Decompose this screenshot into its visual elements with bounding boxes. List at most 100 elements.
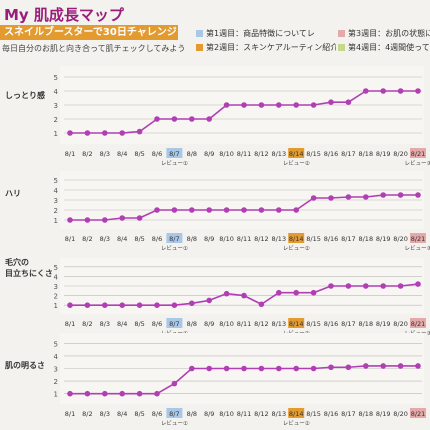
chart-0-point-1 [84, 130, 91, 136]
chart-0-xtick-9: 8/10 [219, 150, 234, 158]
chart-1-point-14 [310, 195, 317, 201]
chart-3-xtick-8: 8/9 [204, 410, 214, 418]
chart-1-xtick-11: 8/12 [254, 235, 269, 243]
chart-2-xtick-2: 8/3 [100, 320, 110, 328]
chart-0-xtick-1: 8/2 [82, 150, 92, 158]
chart-3-ytick-3: 3 [54, 366, 58, 374]
chart-0-point-20 [415, 88, 421, 94]
chart-3-xtick-16: 8/17 [341, 410, 356, 418]
chart-2-xtick-8: 8/9 [204, 320, 214, 328]
chart-1-point-15 [328, 195, 334, 201]
chart-1-point-18 [380, 192, 387, 198]
chart-1-xtick-19: 8/20 [393, 235, 408, 243]
chart-2-xtick-20: 8/21 [411, 320, 426, 328]
chart-2-ytick-1: 1 [54, 302, 58, 310]
chart-1-xtick-15: 8/16 [324, 235, 339, 243]
chart-2-xtick-0: 8/1 [65, 320, 75, 328]
chart-1-point-2 [102, 217, 108, 223]
chart-3-point-3 [119, 390, 125, 397]
chart-1-point-7 [189, 207, 195, 213]
chart-2-xtick-highlight-6 [166, 318, 183, 328]
legend-week1: 第1週目：商品特徴についてレビュー [196, 28, 316, 39]
chart-2-point-13 [293, 289, 300, 296]
chart-3-xtick-3: 8/4 [117, 410, 127, 418]
chart-0-xtick-10: 8/11 [237, 150, 252, 158]
chart-0-xtick-6: 8/7 [169, 150, 179, 158]
chart-3-point-2 [102, 390, 108, 397]
chart-2-xtick-17: 8/18 [358, 320, 373, 328]
chart-2-point-3 [119, 302, 125, 309]
chart-2-xtick-9: 8/10 [219, 320, 234, 328]
chart-2-point-8 [206, 297, 212, 304]
chart-1-xtick-1: 8/2 [82, 235, 92, 243]
chart-1-xtick-2: 8/3 [100, 235, 110, 243]
chart-3-xtick-0: 8/1 [65, 410, 75, 418]
chart-1-ytick-3: 3 [54, 197, 58, 205]
chart-0-xtick-18: 8/19 [376, 150, 391, 158]
legend-week3-swatch [338, 30, 345, 37]
chart-2-point-12 [276, 289, 282, 296]
chart-2-point-16 [345, 283, 352, 289]
chart-2-point-5 [154, 302, 160, 309]
chart-2-point-2 [102, 302, 108, 309]
chart-3-point-19 [397, 363, 404, 369]
chart-2-ytick-3: 3 [54, 283, 58, 291]
chart-3-point-4 [136, 390, 143, 397]
chart-2-point-6 [171, 302, 178, 309]
chart-1-point-17 [363, 194, 369, 200]
chart-0-ylabel: しっとり感 [5, 90, 45, 100]
chart-0-point-14 [310, 102, 317, 108]
chart-0-point-0 [67, 130, 73, 136]
chart-1-point-0 [67, 217, 73, 223]
chart-0-xtick-3: 8/4 [117, 150, 127, 158]
chart-0-review-label-1: レビュー② [283, 159, 310, 167]
chart-1-point-4 [136, 215, 143, 221]
chart-0-xtick-highlight-6 [166, 148, 183, 158]
chart-1-point-20 [415, 192, 421, 198]
chart-3-point-5 [154, 390, 160, 397]
chart-3-point-0 [67, 390, 73, 397]
chart-1-review-label-0: レビュー① [161, 244, 188, 252]
chart-0-point-12 [276, 102, 282, 108]
chart-2-point-1 [84, 302, 91, 309]
chart-2-xtick-1: 8/2 [82, 320, 92, 328]
chart-1-ytick-4: 4 [54, 187, 59, 195]
chart-3-point-16 [345, 364, 352, 371]
chart-2-xtick-12: 8/13 [271, 320, 286, 328]
page-title: My 肌成長マップ [4, 6, 124, 24]
chart-3-point-9 [223, 365, 230, 372]
chart-2-xtick-highlight-13 [288, 318, 305, 328]
chart-1-review-label-2: レビュー③ [405, 244, 430, 252]
chart-1-xtick-7: 8/8 [187, 235, 197, 243]
chart-2-point-15 [328, 283, 334, 289]
chart-0-point-7 [189, 116, 195, 122]
chart-3-xtick-4: 8/5 [134, 410, 144, 418]
chart-1-xtick-14: 8/15 [306, 235, 321, 243]
chart-0-xtick-0: 8/1 [65, 150, 75, 158]
chart-2-point-11 [258, 301, 265, 308]
chart-1-xtick-17: 8/18 [358, 235, 373, 243]
chart-0-xtick-highlight-13 [288, 148, 305, 158]
chart-1-xtick-20: 8/21 [411, 235, 426, 243]
chart-1-xtick-18: 8/19 [376, 235, 391, 243]
chart-2-point-14 [310, 289, 317, 296]
chart-3-xtick-13: 8/14 [289, 410, 304, 418]
chart-3-point-7 [189, 365, 195, 372]
chart-2-xtick-10: 8/11 [237, 320, 252, 328]
chart-3-ylabel: 肌の明るさ [4, 361, 45, 370]
legend-week4-label: 第4週目：4週間使って [348, 43, 430, 52]
chart-1-ytick-2: 2 [54, 207, 58, 215]
chart-3-point-11 [258, 365, 265, 372]
chart-1-point-19 [397, 192, 404, 198]
chart-3-review-label-1: レビュー② [283, 419, 310, 427]
chart-2-xtick-3: 8/4 [117, 320, 127, 328]
chart-2-ytick-5: 5 [54, 264, 58, 272]
chart-1-xtick-highlight-13 [288, 233, 305, 243]
chart-2-xtick-7: 8/8 [187, 320, 197, 328]
chart-1-point-13 [293, 207, 300, 213]
chart-3-xtick-15: 8/16 [324, 410, 339, 418]
chart-2-xtick-13: 8/14 [289, 320, 304, 328]
chart-3-xtick-highlight-13 [288, 408, 305, 418]
chart-2-xtick-4: 8/5 [134, 320, 144, 328]
chart-1-point-12 [276, 207, 282, 213]
